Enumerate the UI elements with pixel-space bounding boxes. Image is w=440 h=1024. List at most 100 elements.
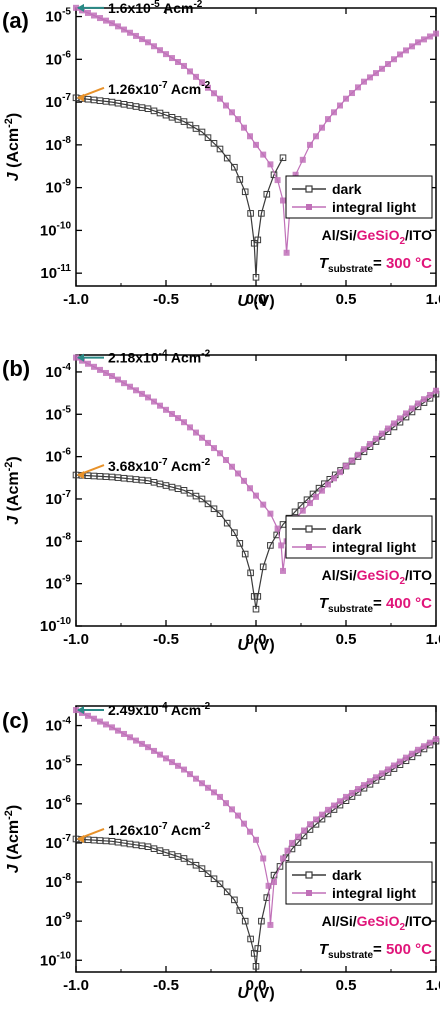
legend-label: dark: [332, 521, 362, 537]
y-axis-unit-exp: -2: [3, 810, 15, 820]
y-tick-label: 10-10: [40, 950, 72, 969]
data-point-light: [260, 151, 267, 158]
data-point-light: [307, 141, 313, 148]
data-point-light: [241, 820, 247, 827]
data-point-light: [433, 30, 439, 37]
data-point-light: [247, 133, 253, 140]
y-tick-base: 10: [40, 265, 57, 282]
data-point-light: [253, 492, 259, 499]
y-tick-label: 10-5: [45, 7, 71, 26]
y-tick-base: 10: [45, 449, 62, 466]
substrate-T: T: [319, 595, 330, 612]
data-point-dark: [250, 239, 258, 247]
data-point-dark: [267, 542, 274, 549]
data-point-light: [274, 525, 281, 532]
annotation-unit: Acm: [160, 0, 194, 16]
data-point-light: [247, 828, 253, 835]
legend-label: integral light: [332, 539, 416, 555]
y-tick-base: 10: [45, 51, 62, 68]
annotation-mantissa: 1.6x10: [108, 0, 151, 16]
data-point-light: [325, 806, 331, 813]
substrate-equals: =: [373, 255, 386, 272]
y-tick-base: 10: [45, 533, 62, 550]
data-point-light: [187, 771, 193, 778]
data-point-light: [361, 446, 367, 453]
data-point-light: [367, 74, 373, 81]
data-point-light: [181, 766, 187, 773]
data-point-light: [280, 197, 286, 204]
data-point-dark: [254, 945, 262, 952]
data-point-light: [127, 383, 133, 390]
y-tick-base: 10: [40, 618, 57, 635]
data-point-light: [163, 51, 169, 58]
substrate-subscript: substrate: [328, 264, 373, 275]
data-point-dark: [247, 569, 254, 577]
data-point-light: [397, 415, 403, 422]
data-point-light: [163, 755, 169, 762]
data-point-dark: [241, 917, 249, 925]
annotation-mantissa: 1.26x10: [108, 81, 159, 97]
y-tick-base: 10: [45, 137, 62, 154]
x-axis-var: U: [237, 637, 249, 654]
data-point-light: [325, 116, 331, 123]
y-tick-base: 10: [45, 406, 62, 423]
y-tick-label: 10-6: [45, 794, 71, 813]
data-point-light: [349, 457, 355, 464]
device-label: Al/Si/GeSiO2/ITO: [322, 567, 432, 587]
y-tick-label: 10-6: [45, 49, 71, 68]
annotation-text: 1.26x10-7 Acm-2: [108, 80, 211, 97]
y-axis-unit-close: ): [5, 456, 22, 461]
legend-marker-light: [306, 204, 312, 210]
device-part2: GeSiO: [357, 913, 400, 929]
data-point-light: [379, 430, 385, 437]
data-point-light: [427, 33, 433, 40]
data-point-light: [223, 102, 229, 109]
data-point-dark: [231, 896, 238, 904]
data-point-light: [109, 20, 115, 27]
substrate-value: 500 °C: [386, 941, 432, 958]
data-point-light: [391, 420, 397, 427]
annotation-arrowhead: [77, 471, 84, 480]
annotation-mantissa: 2.18x10: [108, 350, 159, 366]
legend-box: [285, 861, 433, 905]
y-tick-label: 10-4: [45, 716, 71, 735]
data-point-light: [313, 133, 319, 140]
y-axis-label: J (Acm-2): [3, 113, 22, 181]
y-tick-label: 10-5: [45, 755, 71, 774]
y-tick-exponent: -9: [62, 574, 71, 585]
x-tick-label: -1.0: [63, 631, 89, 648]
data-point-light: [260, 855, 267, 862]
data-point-dark: [198, 128, 206, 136]
y-tick-exponent: -4: [62, 716, 71, 727]
annotation-mantissa: 3.68x10: [108, 458, 159, 474]
data-point-light: [145, 39, 151, 46]
substrate-label: Tsubstrate= 300 °C: [319, 255, 432, 275]
data-point-light: [151, 43, 157, 50]
y-tick-base: 10: [45, 9, 62, 26]
data-point-light: [391, 56, 397, 63]
y-axis-unit-close: ): [5, 113, 22, 118]
data-point-light: [313, 493, 319, 500]
data-point-light: [391, 762, 397, 769]
data-point-dark: [252, 274, 260, 281]
data-point-light: [115, 727, 121, 734]
data-point-dark: [231, 529, 238, 536]
annotation-unit: Acm: [168, 702, 202, 718]
data-point-light: [85, 712, 91, 719]
annotation-arrowhead: [77, 706, 84, 715]
data-point-dark: [231, 163, 238, 171]
data-point-dark: [259, 563, 267, 571]
data-point-light: [283, 249, 290, 256]
y-axis-unit-exp: -2: [3, 462, 15, 472]
annotation-arrowhead: [77, 834, 84, 843]
y-tick-label: 10-7: [45, 489, 71, 508]
data-point-dark: [223, 154, 231, 162]
legend-box: [285, 515, 433, 559]
x-axis-label: U (V): [237, 985, 274, 1002]
substrate-label: Tsubstrate= 500 °C: [319, 941, 432, 961]
data-point-light: [403, 47, 409, 54]
data-point-light: [169, 759, 175, 766]
x-axis-unit: (V): [249, 637, 275, 654]
data-point-light: [241, 477, 247, 484]
